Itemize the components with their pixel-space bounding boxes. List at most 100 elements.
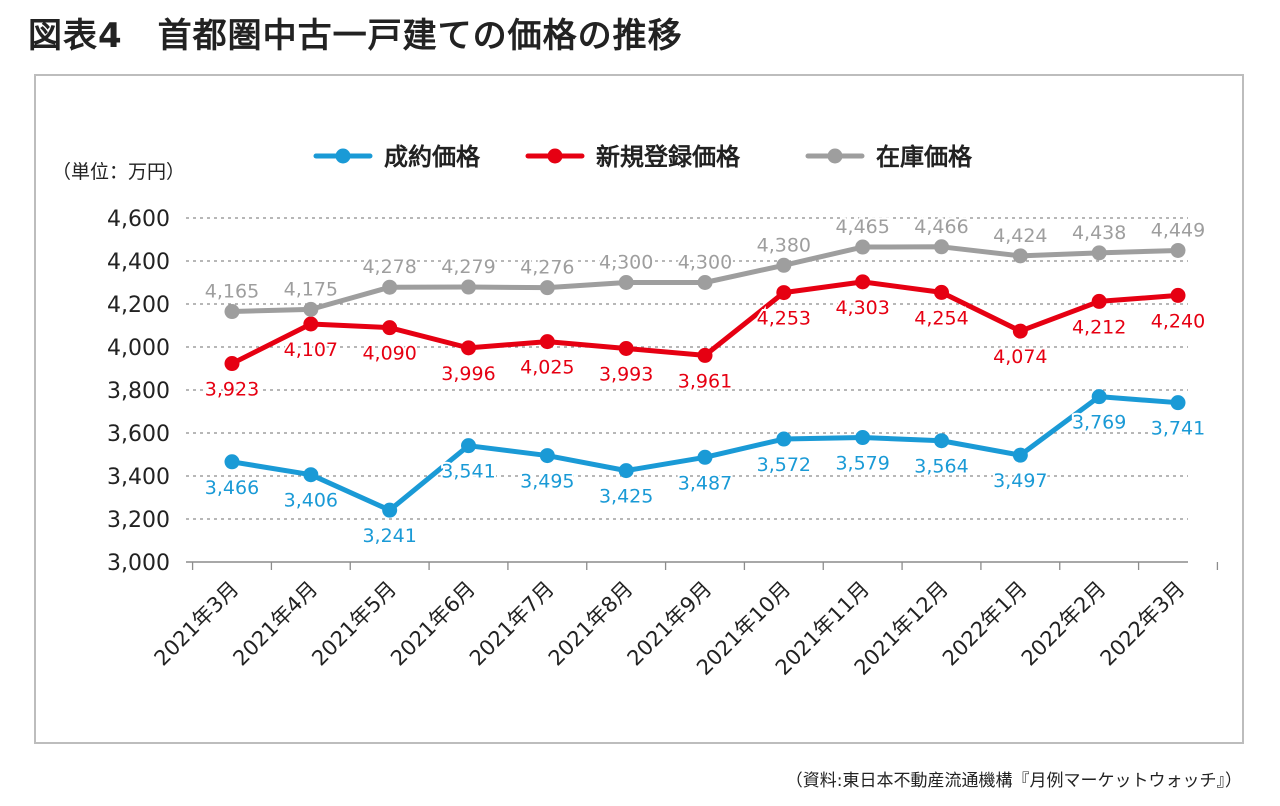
data-label: 4,300: [678, 252, 732, 274]
data-label: 3,572: [757, 454, 811, 476]
data-label: 4,300: [599, 252, 653, 274]
x-tick-label: 2022年2月: [1017, 577, 1111, 671]
data-point: [855, 239, 871, 255]
page-title: 図表4 首都圏中古一戸建ての価格の推移: [28, 16, 683, 56]
data-label: 3,564: [914, 456, 968, 478]
data-point: [303, 301, 319, 317]
data-point: [776, 257, 792, 273]
axes: 3,000 3,200 3,400 3,600 3,800 4,000 4,200 4,400…: [107, 207, 1219, 680]
data-label: 3,466: [205, 477, 259, 499]
source-note: （資料:東日本不動産流通機構『月例マーケットウォッチ』）: [785, 771, 1242, 791]
data-point: [934, 433, 949, 449]
legend-label: 成約価格: [384, 143, 481, 171]
y-tick-label: 3,400: [107, 465, 170, 490]
data-point: [934, 284, 949, 300]
data-label: 3,996: [441, 363, 495, 385]
x-tick-label: 2021年3月: [150, 577, 244, 671]
x-tick-label: 2021年5月: [307, 577, 401, 671]
data-label: 3,406: [284, 490, 338, 512]
data-point: [855, 274, 871, 290]
data-point: [539, 448, 555, 464]
x-tick-label: 2021年4月: [228, 577, 322, 671]
legend-marker: [827, 148, 843, 164]
series-lines: [224, 239, 1186, 518]
data-label: 4,074: [993, 346, 1047, 368]
data-point: [461, 438, 476, 454]
data-point: [1170, 242, 1186, 258]
data-label: 3,487: [678, 472, 732, 494]
data-point: [539, 334, 555, 350]
data-point: [618, 463, 634, 479]
data-label: 4,165: [205, 281, 259, 303]
legend: 成約価格 新規登録価格 在庫価格: [313, 143, 973, 171]
data-label: 3,497: [993, 470, 1047, 492]
data-labels: 3,466 3,406 3,241 3,541 3,495 3,425 3,487 3,572…: [203, 214, 1207, 549]
data-label: 4,303: [835, 297, 889, 319]
data-label: 4,380: [757, 234, 811, 256]
data-point: [224, 304, 240, 320]
data-label: 4,276: [520, 257, 574, 279]
data-point: [224, 356, 240, 372]
data-label: 4,279: [441, 256, 495, 278]
x-tick-label: 2021年7月: [465, 577, 559, 671]
data-label: 3,425: [599, 486, 653, 508]
legend-label: 新規登録価格: [596, 143, 741, 171]
data-label: 3,495: [520, 471, 574, 493]
data-label: 4,175: [284, 278, 338, 300]
data-label: 3,923: [205, 379, 259, 401]
data-label: 3,961: [678, 370, 732, 392]
data-label: 3,241: [362, 525, 416, 547]
x-tick-label: 2021年8月: [544, 577, 638, 671]
data-label: 4,465: [835, 216, 889, 238]
x-tick-label: 2022年3月: [1096, 577, 1190, 671]
data-point: [934, 239, 949, 255]
unit-label: （単位：万円）: [52, 161, 185, 183]
data-point: [303, 316, 319, 332]
data-point: [618, 341, 634, 357]
data-label: 4,240: [1151, 310, 1205, 332]
data-label: 4,090: [362, 343, 416, 365]
data-label: 3,541: [441, 461, 495, 483]
data-label: 4,424: [993, 225, 1047, 247]
legend-label: 在庫価格: [876, 143, 973, 171]
x-tick-label: 2021年6月: [386, 577, 480, 671]
data-point: [224, 454, 240, 470]
data-point: [1091, 389, 1107, 405]
data-point: [461, 340, 476, 356]
data-point: [1170, 287, 1186, 303]
y-tick-label: 4,200: [107, 293, 170, 318]
data-point: [697, 449, 713, 465]
y-tick-label: 4,400: [107, 250, 170, 275]
data-point: [539, 280, 555, 296]
data-point: [382, 502, 398, 518]
data-label: 4,107: [284, 339, 338, 361]
legend-marker: [547, 148, 563, 164]
y-tick-label: 3,600: [107, 422, 170, 447]
y-tick-label: 3,200: [107, 508, 170, 533]
data-label: 4,253: [757, 308, 811, 330]
data-point: [1012, 447, 1028, 463]
data-label: 4,449: [1151, 219, 1205, 241]
data-label: 3,769: [1072, 412, 1126, 434]
data-point: [697, 347, 713, 363]
y-tick-label: 4,600: [107, 207, 170, 232]
x-tick-label: 2022年1月: [938, 577, 1032, 671]
data-label: 4,025: [520, 357, 574, 379]
data-label: 4,466: [914, 216, 968, 238]
data-point: [776, 285, 792, 301]
data-point: [382, 279, 398, 295]
y-tick-label: 3,000: [107, 551, 170, 576]
line-chart: 3,000 3,200 3,400 3,600 3,800 4,000 4,200 4,400…: [52, 143, 1219, 680]
data-point: [382, 320, 398, 336]
data-label: 3,993: [599, 364, 653, 386]
data-point: [697, 275, 713, 290]
data-point: [461, 279, 476, 295]
data-point: [1091, 245, 1107, 261]
data-label: 4,438: [1072, 222, 1126, 244]
data-point: [618, 275, 634, 290]
data-point: [776, 431, 792, 447]
data-label: 3,579: [835, 453, 889, 475]
y-tick-label: 3,800: [107, 379, 170, 404]
data-point: [1012, 248, 1028, 264]
y-tick-label: 4,000: [107, 336, 170, 361]
